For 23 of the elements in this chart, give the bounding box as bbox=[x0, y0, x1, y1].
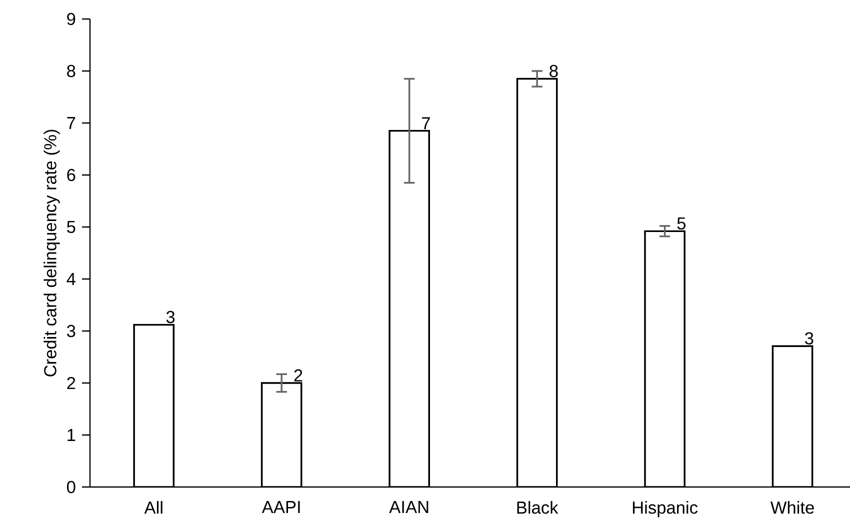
data-label: 7 bbox=[422, 117, 430, 130]
x-tick-label: All bbox=[144, 501, 162, 514]
y-tick-label: 8 bbox=[67, 64, 76, 78]
data-label: 3 bbox=[805, 332, 814, 344]
x-tick-label: Hispanic bbox=[632, 501, 698, 518]
y-tick-label: 1 bbox=[68, 429, 76, 441]
y-tick-label: 5 bbox=[67, 220, 76, 234]
y-tick-label: 6 bbox=[67, 168, 76, 182]
x-tick-label: AAPI bbox=[262, 501, 300, 513]
x-tick-label: AIAN bbox=[389, 501, 428, 513]
y-tick-label: 7 bbox=[67, 117, 76, 129]
data-label: 3 bbox=[166, 310, 175, 324]
y-tick-label: 4 bbox=[66, 273, 76, 285]
y-tick-label: 9 bbox=[67, 12, 76, 26]
data-label: 5 bbox=[677, 217, 686, 230]
y-axis-title: Credit card delinquency rate (%) bbox=[44, 130, 60, 376]
data-label: 8 bbox=[550, 64, 558, 78]
y-tick-label: 3 bbox=[66, 324, 76, 338]
x-tick-label: White bbox=[770, 501, 814, 514]
data-label: 2 bbox=[294, 369, 302, 382]
y-tick-label: 2 bbox=[67, 376, 76, 390]
y-tick-label: 0 bbox=[66, 480, 76, 494]
x-tick-label: Black bbox=[517, 501, 558, 514]
